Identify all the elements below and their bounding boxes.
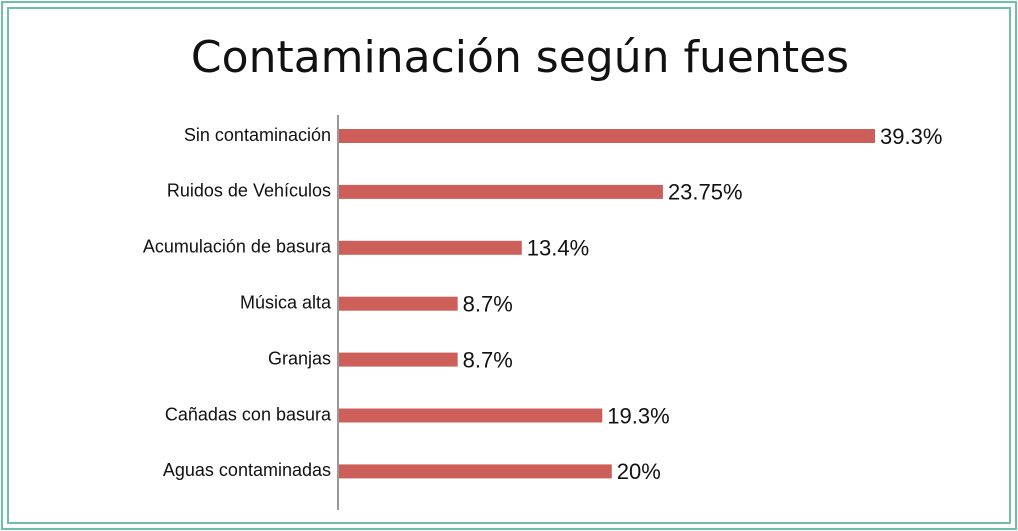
bar (339, 240, 522, 255)
value-label: 13.4% (527, 236, 589, 261)
inner-border (7, 7, 1011, 524)
value-label: 8.7% (463, 292, 513, 317)
bar (339, 464, 612, 479)
category-label: Granjas (268, 348, 331, 368)
category-label: Aguas contaminadas (163, 460, 331, 480)
bar (339, 296, 458, 311)
bar (339, 129, 876, 143)
value-label: 23.75% (668, 180, 743, 205)
category-label: Ruidos de Vehículos (167, 181, 331, 201)
category-label: Acumulación de basura (143, 237, 332, 257)
bar (339, 352, 458, 367)
category-label: Sin contaminación (184, 125, 331, 145)
bar (339, 184, 663, 199)
value-label: 39.3% (880, 124, 942, 149)
category-label: Cañadas con basura (165, 404, 332, 424)
chart-title: Contaminación según fuentes (191, 32, 849, 83)
value-label: 8.7% (463, 347, 513, 372)
category-label: Música alta (240, 292, 332, 312)
bar (339, 408, 603, 423)
value-label: 20% (617, 459, 661, 484)
value-label: 19.3% (607, 403, 669, 428)
